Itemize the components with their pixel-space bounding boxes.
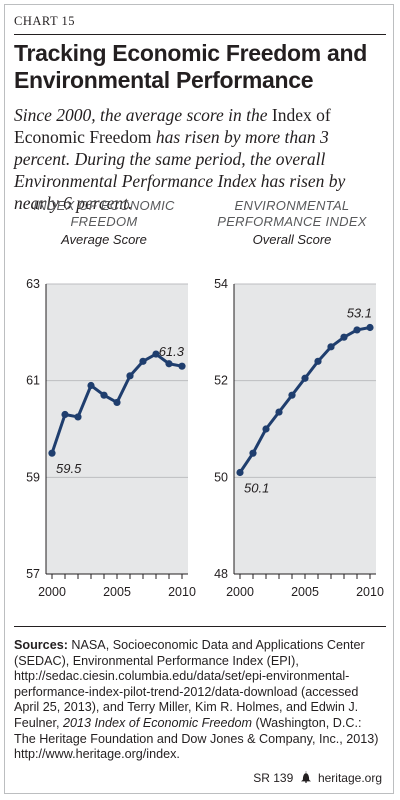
chart-1-data-point xyxy=(100,391,108,399)
chart-label: CHART 15 xyxy=(14,14,76,28)
chart-1-data-point xyxy=(178,362,186,370)
chart-2-data-point xyxy=(314,357,322,365)
chart-1-start-label: 59.5 xyxy=(56,461,82,476)
chart-2-start-label: 50.1 xyxy=(244,481,269,496)
chart-1-data-point xyxy=(152,350,160,358)
chart-2-xtick-label: 2005 xyxy=(291,585,319,599)
chart-2-data-point xyxy=(353,326,361,334)
chart-2-data-point xyxy=(275,408,283,416)
chart-2-data-point xyxy=(249,449,257,457)
sources-note: Sources: NASA, Socioeconomic Data and Ap… xyxy=(14,638,384,763)
page-border xyxy=(4,4,394,794)
chart-1-title-line-1: INDEX OF ECONOMIC xyxy=(33,198,175,213)
chart-1-ytick-label: 61 xyxy=(26,374,40,388)
chart-2-data-point xyxy=(288,391,296,399)
title-line-1: Tracking Economic Freedom and xyxy=(14,40,368,66)
chart-2-ytick-label: 48 xyxy=(214,567,228,581)
chart-1-xtick-label: 2010 xyxy=(168,585,196,599)
chart-1-data-point xyxy=(61,410,69,419)
footer: SR 139 heritage.org xyxy=(249,771,382,785)
chart-subtitle: Since 2000, the average score in the Ind… xyxy=(14,104,386,214)
chart-1-end-label: 61.3 xyxy=(159,344,185,359)
chart-2-ytick-label: 50 xyxy=(214,470,228,484)
chart-1-data-point xyxy=(113,398,121,407)
chart-2-ytick-label: 52 xyxy=(214,374,228,388)
chart-1-ytick-label: 59 xyxy=(26,470,40,484)
chart-2-data-point xyxy=(327,343,335,351)
chart-1-ytick-label: 57 xyxy=(26,567,40,581)
subtitle-part-2: Index of Economic Freedom xyxy=(14,105,331,147)
chart-1-data-point xyxy=(139,357,147,365)
sources-label: Sources: xyxy=(14,638,68,652)
chart-2-data-point xyxy=(262,425,270,433)
chart-1-xtick-label: 2005 xyxy=(103,585,131,599)
sources-text-1: NASA, Socioeconomic Data and Application… xyxy=(14,638,365,730)
chart-2-data-point xyxy=(340,333,348,341)
chart-economic-freedom: INDEX OF ECONOMIC FREEDOM Average Score xyxy=(14,198,194,248)
chart-2-data-point xyxy=(236,468,244,477)
chart-1-title: INDEX OF ECONOMIC FREEDOM xyxy=(14,198,194,230)
top-rule xyxy=(14,34,386,35)
chart-1-ytick-label: 63 xyxy=(26,277,40,291)
chart-1-data-point xyxy=(165,360,173,368)
chart-1-plot-area xyxy=(46,284,188,574)
chart-2-subtitle: Overall Score xyxy=(252,232,332,247)
site-link[interactable]: heritage.org xyxy=(317,771,382,785)
page-title: Tracking Economic Freedom and Environmen… xyxy=(14,40,386,94)
title-line-2: Environmental Performance xyxy=(14,67,314,93)
chart-1-subtitle: Average Score xyxy=(61,232,147,247)
chart-1-data-point xyxy=(126,372,134,380)
charts-canvas: 57 59 61 63 2000 2005 2010 59.5 61.3 48 50 52 54 2000… xyxy=(26,277,384,599)
chart-2-end-label: 53.1 xyxy=(347,306,372,321)
chart-1-xtick-label: 2000 xyxy=(38,585,66,599)
chart-2-title: ENVIRONMENTAL PERFORMANCE INDEX xyxy=(202,198,382,230)
chart-2-xtick-label: 2010 xyxy=(356,585,384,599)
chart-environmental-performance: ENVIRONMENTAL PERFORMANCE INDEX Overall … xyxy=(202,198,382,248)
chart-1-data-point xyxy=(48,449,56,457)
sources-book-title: 2013 Index of Economic Freedom xyxy=(63,715,253,730)
chart-2-title-line-2: PERFORMANCE INDEX xyxy=(217,214,367,229)
sources-rule xyxy=(14,626,386,627)
chart-2-data-point xyxy=(366,323,374,332)
chart-1-data-point xyxy=(87,381,95,390)
report-code: SR 139 xyxy=(253,771,294,785)
chart-1-data-point xyxy=(74,413,82,421)
subtitle-part-1: Since 2000, the average score in the xyxy=(14,105,268,125)
chart-1-title-line-2: FREEDOM xyxy=(70,214,138,229)
chart-2-data-point xyxy=(301,374,309,382)
chart-2-xtick-label: 2000 xyxy=(226,585,254,599)
chart-2-title-line-1: ENVIRONMENTAL xyxy=(234,198,350,213)
subtitle-part-3: has risen by more than 3 percent. During… xyxy=(14,127,346,213)
liberty-bell-icon xyxy=(300,771,314,785)
sources-text-2: (Washington, D.C.: The Heritage Foundati… xyxy=(14,715,379,762)
chart-2-ytick-label: 54 xyxy=(214,277,228,291)
